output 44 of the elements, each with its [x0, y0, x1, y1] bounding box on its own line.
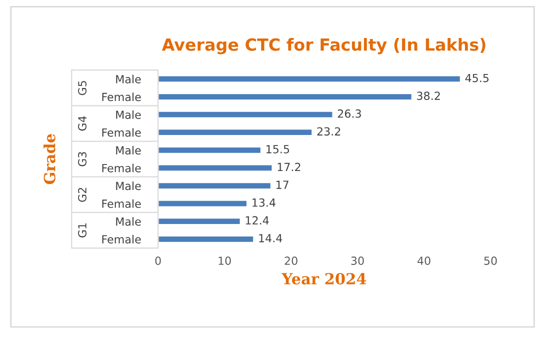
bar — [158, 146, 262, 154]
y-tick-label: Female — [102, 92, 141, 102]
y-axis-title: Grade — [44, 134, 56, 184]
y-tick-label: Male — [116, 110, 141, 119]
bar — [158, 235, 254, 244]
bar — [158, 182, 272, 190]
bar — [158, 217, 242, 226]
text: G3 — [78, 152, 86, 166]
text: G2 — [78, 188, 86, 202]
y-tick-label: Female — [102, 199, 141, 208]
y-tick-label: Male — [116, 182, 141, 190]
data-label: 23.2 — [317, 127, 340, 136]
y-tick-label: Male — [116, 146, 141, 155]
data-label: 26.3 — [338, 109, 361, 118]
data-label: 15.5 — [266, 145, 290, 154]
data-label: 17 — [276, 180, 288, 189]
y-tick-label: Male — [116, 217, 141, 226]
text: G5 — [78, 81, 86, 96]
bar — [158, 110, 334, 119]
bar — [158, 199, 248, 208]
text: G4 — [78, 116, 86, 131]
x-tick-label: 0 — [155, 256, 161, 265]
x-tick-label: 10 — [218, 256, 231, 265]
bar — [158, 164, 274, 172]
text: G1 — [78, 223, 86, 238]
data-label: 45.5 — [465, 74, 489, 82]
bar — [158, 74, 462, 84]
data-label: 17.2 — [278, 162, 300, 172]
x-tick-label: 20 — [284, 256, 298, 265]
y-tick-label: Female — [102, 234, 141, 244]
x-axis-title: Year 2024 — [282, 272, 366, 284]
bar — [158, 92, 413, 101]
y-tick-label: Male — [116, 74, 141, 84]
x-tick-label: 50 — [484, 256, 497, 265]
data-label: 38.2 — [417, 92, 440, 100]
chart-title: Average CTC for Faculty (In Lakhs) — [162, 38, 486, 54]
y-tick-label: Female — [102, 164, 141, 172]
y-tick-label: Female — [102, 128, 141, 137]
data-label: 12.4 — [246, 216, 269, 224]
data-label: 13.4 — [252, 198, 276, 207]
data-label: 14.4 — [259, 234, 282, 242]
x-tick-label: 30 — [351, 256, 364, 265]
x-tick-label: 40 — [417, 256, 430, 265]
bar — [158, 128, 313, 136]
